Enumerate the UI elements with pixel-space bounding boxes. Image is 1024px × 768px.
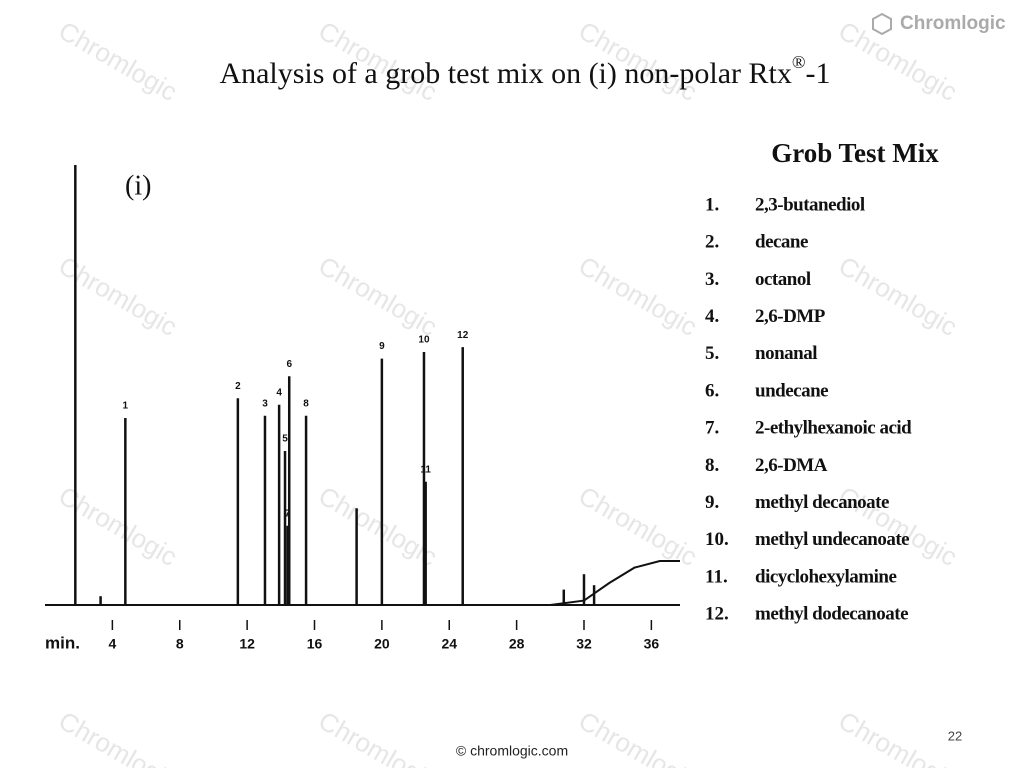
footer: © chromlogic.com <box>456 743 568 759</box>
peak-label: 5 <box>282 434 288 445</box>
slide-title: Analysis of a grob test mix on (i) non-p… <box>219 52 830 90</box>
panel-label: (i) <box>125 170 151 201</box>
x-tick-label: 36 <box>644 636 660 652</box>
peak-label: 9 <box>379 341 385 352</box>
legend-name: methyl undecanoate <box>755 529 909 550</box>
legend-name: decane <box>755 232 808 253</box>
legend-name: 2-ethylhexanoic acid <box>755 418 912 439</box>
x-tick-label: 32 <box>576 636 592 652</box>
title-suffix: -1 <box>806 57 831 90</box>
peak-label: 12 <box>457 330 469 341</box>
legend-number: 6. <box>705 380 719 401</box>
x-axis-label: min. <box>45 633 80 652</box>
x-tick-label: 4 <box>108 636 116 652</box>
legend-name: 2,6-DMP <box>755 306 826 327</box>
legend-number: 7. <box>705 418 719 439</box>
legend-name: 2,3-butanediol <box>755 194 865 215</box>
title-sup: ® <box>792 52 806 72</box>
legend-number: 3. <box>705 269 719 290</box>
baseline-drift <box>550 560 680 606</box>
legend-number: 1. <box>705 194 719 215</box>
brand-icon <box>872 12 892 36</box>
peak-label: 6 <box>286 359 292 370</box>
x-tick-label: 12 <box>239 636 255 652</box>
peak-label: 7 <box>285 508 291 519</box>
brand: Chromlogic <box>900 13 1006 34</box>
peak-label: 10 <box>418 335 430 346</box>
legend-number: 2. <box>705 232 719 253</box>
legend-number: 10. <box>705 529 729 550</box>
peak-label: 8 <box>303 398 309 409</box>
legend-name: methyl decanoate <box>755 492 889 513</box>
legend-title: Grob Test Mix <box>771 138 939 168</box>
peak-label: 2 <box>235 381 241 392</box>
legend-number: 8. <box>705 455 719 476</box>
peak-label: 1 <box>123 401 129 412</box>
x-tick-label: 28 <box>509 636 525 652</box>
x-tick-label: 24 <box>441 636 457 652</box>
legend-number: 12. <box>705 604 729 625</box>
peak-label: 4 <box>276 387 282 398</box>
legend: 1. 2,3-butanediol 2. decane 3. octanol 4. 2,6-D… <box>705 194 913 625</box>
peak-label: 11 <box>420 464 431 475</box>
x-tick-label: 8 <box>176 636 184 652</box>
legend-name: 2,6-DMA <box>755 455 828 476</box>
legend-number: 11. <box>705 566 728 587</box>
legend-name: octanol <box>755 269 811 290</box>
title-main: Analysis of a grob test mix on (i) non-p… <box>219 57 791 90</box>
x-tick-label: 20 <box>374 636 390 652</box>
legend-name: undecane <box>755 380 828 401</box>
legend-name: nonanal <box>755 343 817 364</box>
legend-number: 9. <box>705 492 719 513</box>
legend-number: 5. <box>705 343 719 364</box>
x-tick-label: 16 <box>307 636 323 652</box>
page-number: 22 <box>948 728 962 743</box>
peak-label: 3 <box>262 398 268 409</box>
legend-name: methyl dodecanoate <box>755 604 908 625</box>
legend-number: 4. <box>705 306 719 327</box>
legend-name: dicyclohexylamine <box>755 566 896 587</box>
